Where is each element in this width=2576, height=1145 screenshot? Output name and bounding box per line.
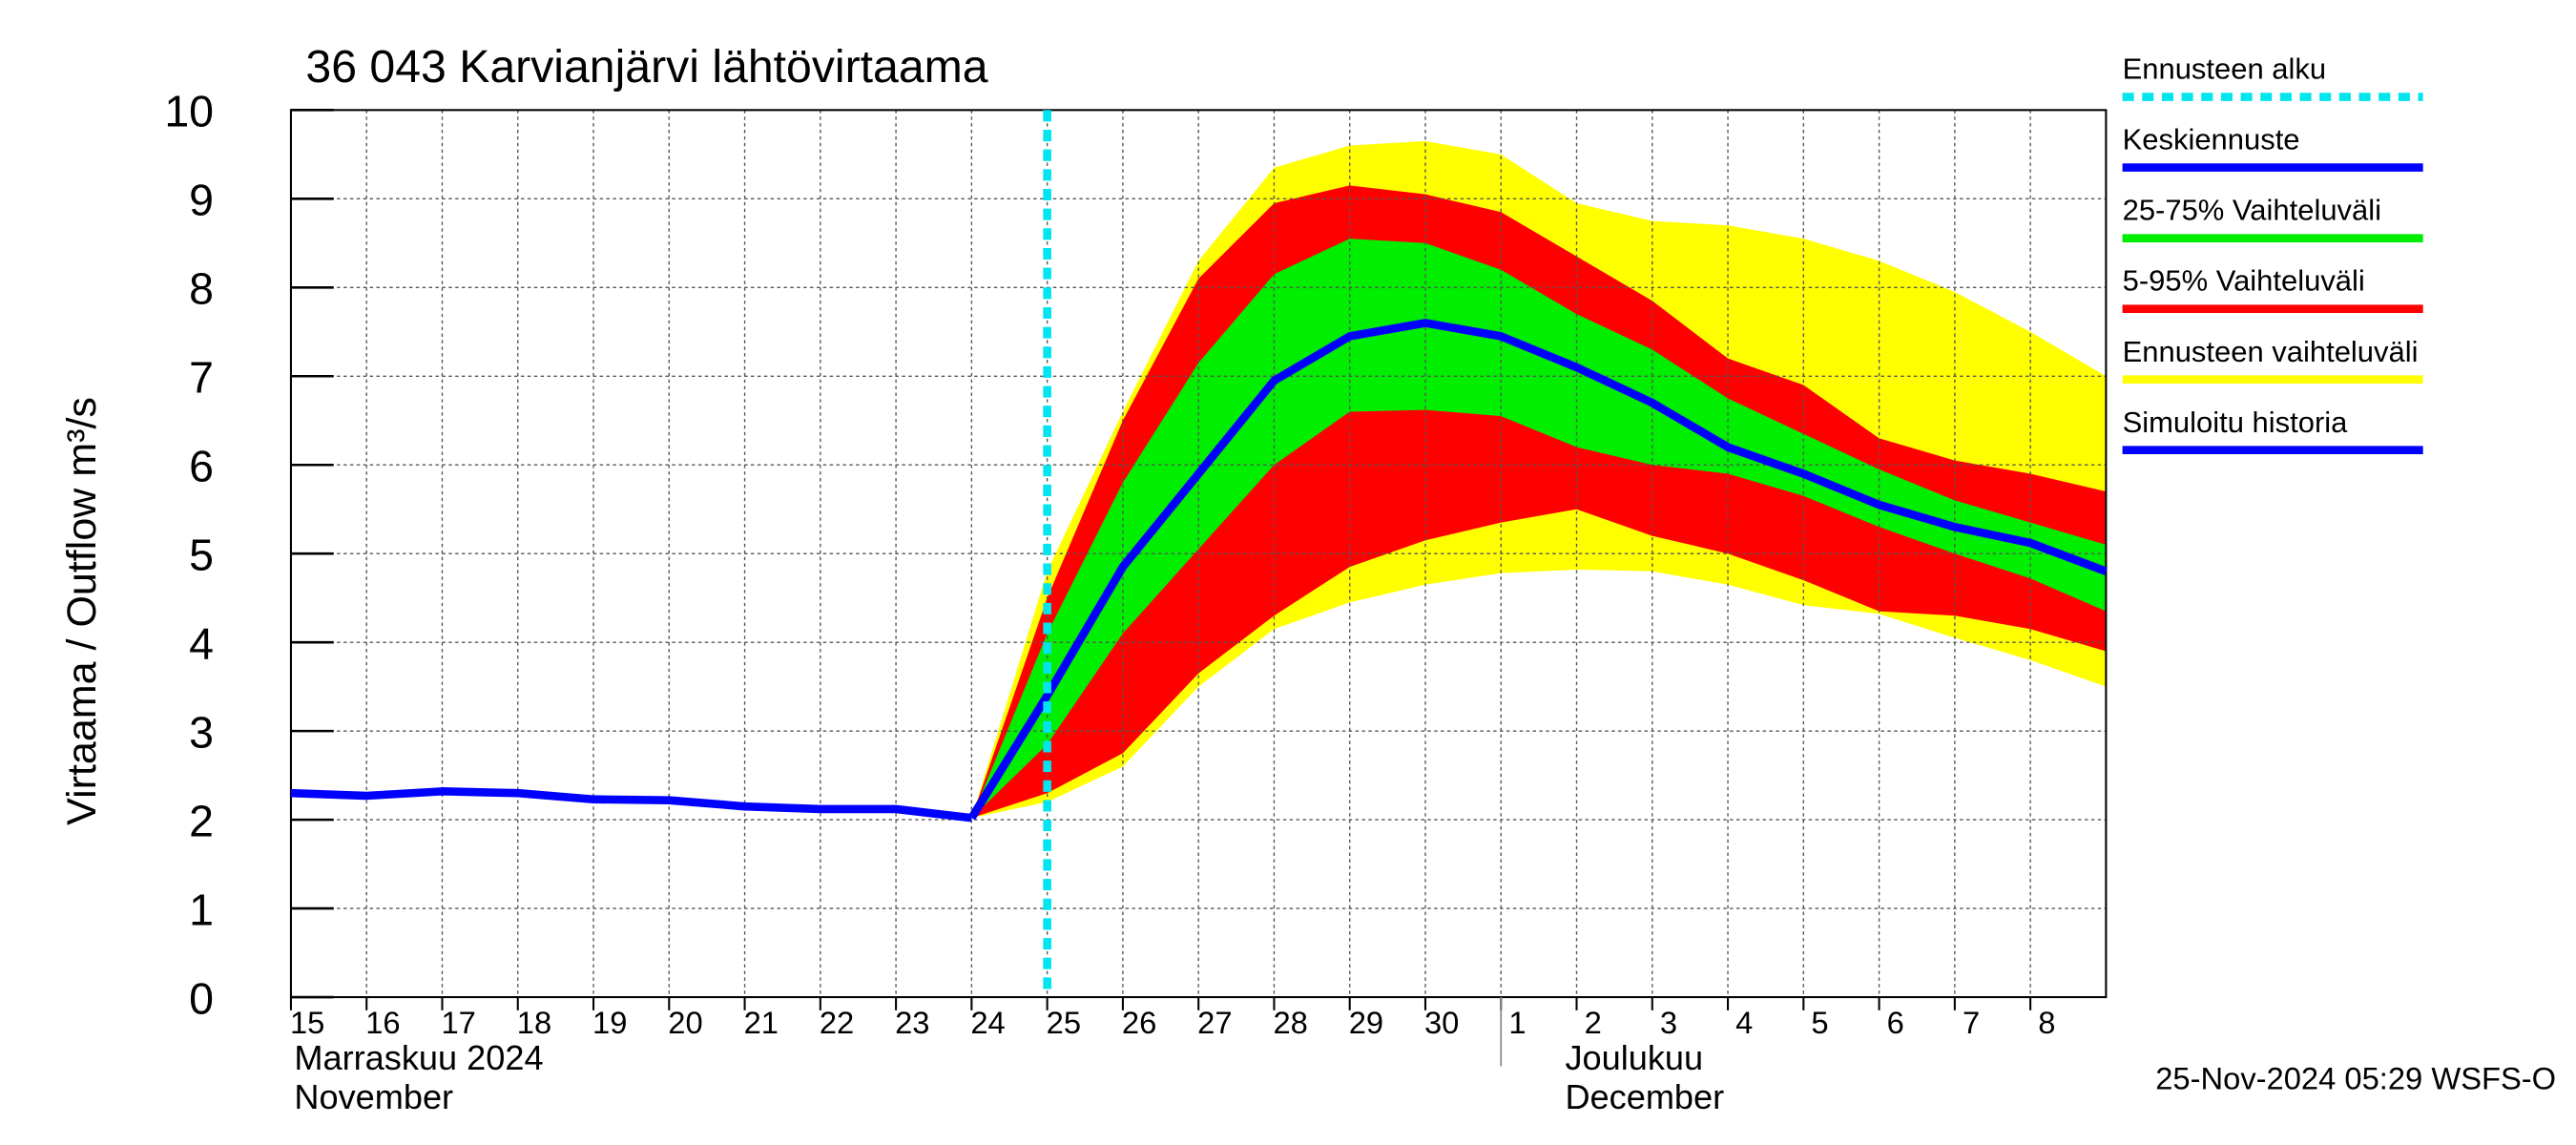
x-tick-label: 30 — [1424, 1005, 1459, 1040]
legend-label: Keskiennuste — [2123, 123, 2300, 156]
x-tick-label: 1 — [1508, 1005, 1526, 1040]
legend-label: Simuloitu historia — [2123, 406, 2349, 439]
month-label: December — [1565, 1077, 1724, 1116]
x-tick-label: 29 — [1349, 1005, 1383, 1040]
y-tick-label: 7 — [189, 352, 214, 402]
x-tick-label: 5 — [1811, 1005, 1828, 1040]
y-tick-label: 5 — [189, 530, 214, 579]
x-tick-label: 16 — [365, 1005, 400, 1040]
x-tick-label: 18 — [517, 1005, 551, 1040]
x-tick-label: 3 — [1660, 1005, 1677, 1040]
footer: 25-Nov-2024 05:29 WSFS-O — [2155, 1060, 2556, 1095]
y-tick-label: 6 — [189, 441, 214, 490]
legend-label: 25-75% Vaihteluväli — [2123, 194, 2381, 227]
y-tick-label: 8 — [189, 264, 214, 314]
y-tick-label: 4 — [189, 618, 214, 668]
x-tick-label: 20 — [668, 1005, 702, 1040]
x-tick-label: 15 — [290, 1005, 324, 1040]
band — [971, 239, 2107, 819]
x-tick-label: 6 — [1887, 1005, 1904, 1040]
x-tick-label: 2 — [1585, 1005, 1602, 1040]
x-tick-label: 23 — [895, 1005, 929, 1040]
y-tick-label: 10 — [164, 87, 214, 136]
x-tick-label: 22 — [820, 1005, 854, 1040]
x-tick-label: 26 — [1122, 1005, 1156, 1040]
legend-label: 5-95% Vaihteluväli — [2123, 264, 2365, 298]
legend-label: Ennusteen alku — [2123, 52, 2327, 86]
y-tick-label: 0 — [189, 973, 214, 1023]
month-label: Joulukuu — [1565, 1038, 1703, 1077]
x-tick-label: 19 — [592, 1005, 627, 1040]
y-axis-label: Virtaama / Outflow m³/s — [59, 397, 105, 825]
x-tick-label: 17 — [442, 1005, 476, 1040]
x-tick-label: 27 — [1197, 1005, 1232, 1040]
legend-label: Ennusteen vaihteluväli — [2123, 335, 2419, 368]
x-tick-label: 7 — [1963, 1005, 1980, 1040]
y-tick-label: 1 — [189, 885, 214, 934]
x-tick-label: 24 — [970, 1005, 1005, 1040]
plot-frame — [289, 109, 2108, 999]
y-tick-label: 3 — [189, 707, 214, 757]
month-label: Marraskuu 2024 — [294, 1038, 543, 1077]
x-tick-label: 28 — [1273, 1005, 1307, 1040]
month-label: November — [294, 1077, 453, 1116]
line — [290, 787, 972, 822]
x-tick-label: 25 — [1047, 1005, 1081, 1040]
y-tick-label: 9 — [189, 176, 214, 225]
chart-title: 36 043 Karvianjärvi lähtövirtaama — [305, 41, 987, 93]
y-tick-label: 2 — [189, 796, 214, 845]
x-tick-label: 8 — [2038, 1005, 2055, 1040]
x-tick-label: 21 — [744, 1005, 779, 1040]
line — [967, 319, 2108, 821]
x-tick-label: 4 — [1735, 1005, 1753, 1040]
